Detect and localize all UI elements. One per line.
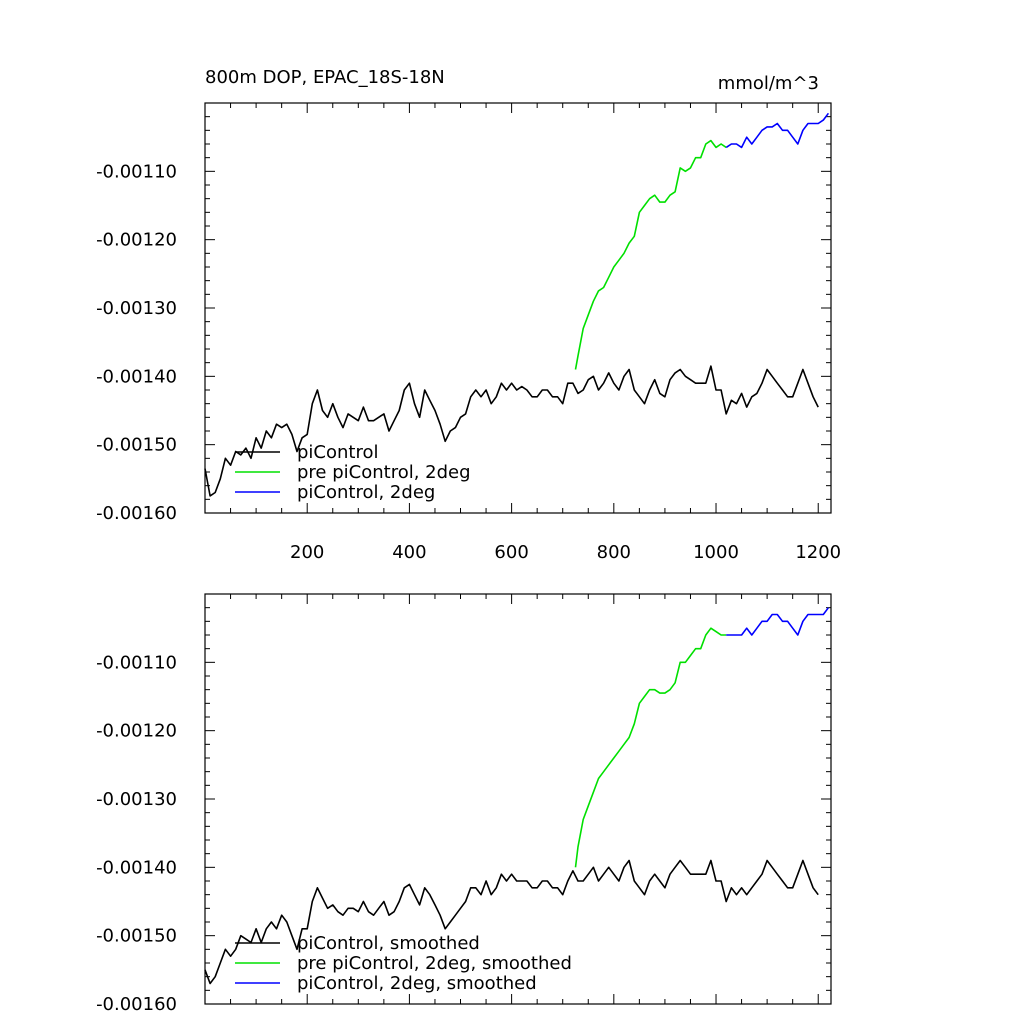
legend-label: pre piControl, 2deg, smoothed <box>297 953 572 974</box>
series-line <box>725 112 830 149</box>
chart-title: 800m DOP, EPAC_18S-18N <box>205 67 445 88</box>
x-tick-label: 600 <box>494 542 528 563</box>
y-tick-label: -0.00110 <box>96 161 177 182</box>
top-panel: -0.00160 -0.00150 -0.00140 -0.00130 -0.00120… <box>96 67 841 563</box>
y-tick-label: -0.00130 <box>96 298 177 319</box>
y-tick-label: -0.00120 <box>96 230 177 251</box>
series-line <box>204 859 819 985</box>
y-tick-label: -0.00140 <box>96 857 177 878</box>
x-tick-label: 400 <box>392 542 426 563</box>
series-line <box>726 607 830 636</box>
x-tick-label: 1000 <box>693 542 739 563</box>
series-line <box>574 139 727 370</box>
y-tick-label: -0.00110 <box>96 652 177 673</box>
legend-label: pre piControl, 2deg <box>297 462 471 483</box>
legend-label: piControl, smoothed <box>297 933 480 954</box>
y-tick-label: -0.00120 <box>96 721 177 742</box>
y-tick-label: -0.00160 <box>96 994 177 1015</box>
y-tick-label: -0.00150 <box>96 435 177 456</box>
y-tick-label: -0.00160 <box>96 503 177 524</box>
bottom-panel: -0.00160 -0.00150 -0.00140 -0.00130 -0.00120… <box>96 593 832 1015</box>
series-line <box>204 365 819 497</box>
units-label: mmol/m^3 <box>718 73 819 94</box>
x-tick-label: 200 <box>290 542 324 563</box>
x-tick-label: 800 <box>597 542 631 563</box>
y-tick-label: -0.00130 <box>96 789 177 810</box>
x-tick-label: 1200 <box>795 542 841 563</box>
series-line <box>574 627 727 868</box>
y-tick-label: -0.00150 <box>96 926 177 947</box>
y-tick-label: -0.00140 <box>96 366 177 387</box>
legend-label: piControl, 2deg <box>297 482 435 503</box>
legend-label: piControl <box>297 442 379 463</box>
legend-label: piControl, 2deg, smoothed <box>297 973 537 994</box>
